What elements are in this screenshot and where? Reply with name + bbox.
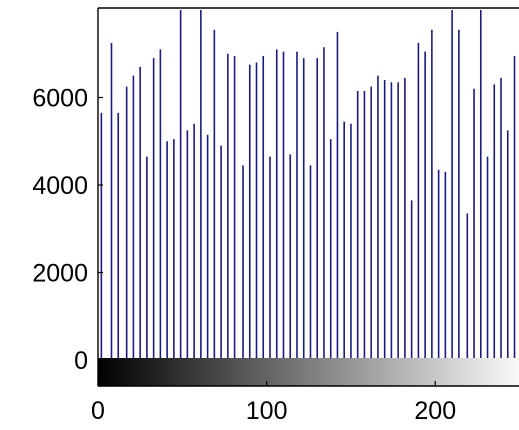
bars-layer: [100, 10, 516, 380]
y-tick-label: 2000: [32, 260, 88, 288]
grayscale-colorbar: [98, 358, 519, 386]
x-tick-label: 0: [91, 397, 105, 425]
x-tick-label: 200: [414, 397, 456, 425]
x-tick-label: 100: [246, 397, 288, 425]
tick-marks: [97, 96, 436, 386]
y-tick-label: 4000: [32, 172, 88, 200]
tick-labels: 0 2000 4000 6000 0 100 200: [32, 85, 456, 426]
y-tick-label: 6000: [32, 85, 88, 113]
axes-frame: [97, 7, 519, 387]
y-tick-label: 0: [74, 347, 88, 375]
